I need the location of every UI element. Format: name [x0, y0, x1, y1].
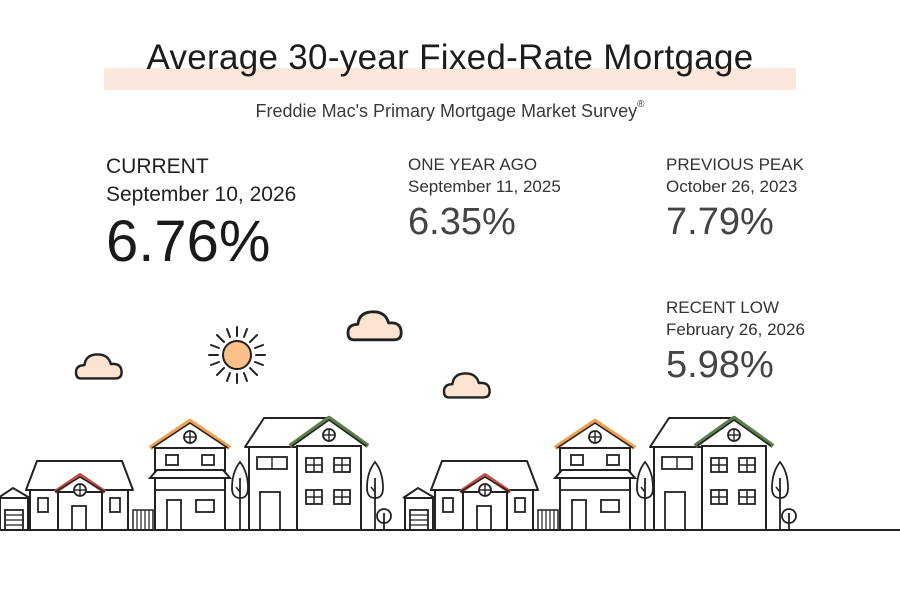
recent-low-date: February 26, 2026 — [666, 320, 805, 339]
previous-peak-value: 7.79% — [666, 201, 774, 243]
previous-peak-block: PREVIOUS PEAK October 26, 2023 7.79% — [666, 154, 804, 244]
cloud-icon — [346, 310, 403, 342]
title-highlight — [104, 68, 796, 90]
one-year-ago-label: ONE YEAR AGO — [408, 155, 538, 174]
page-title: Average 30-year Fixed-Rate Mortgage — [146, 38, 754, 77]
one-year-ago-block: ONE YEAR AGO September 11, 2025 6.35% — [408, 154, 561, 244]
recent-low-block: RECENT LOW February 26, 2026 5.98% — [666, 297, 805, 387]
one-year-ago-value: 6.35% — [408, 201, 516, 243]
page-subtitle: Freddie Mac's Primary Mortgage Market Su… — [0, 99, 900, 122]
current-value: 6.76% — [106, 209, 271, 274]
current-date: September 10, 2026 — [106, 183, 297, 206]
subtitle-text: Freddie Mac's Primary Mortgage Market Su… — [255, 101, 638, 121]
cloud-icon — [442, 372, 491, 399]
previous-peak-label: PREVIOUS PEAK — [666, 155, 804, 174]
title-block: Average 30-year Fixed-Rate Mortgage — [0, 38, 900, 78]
cloud-icon — [74, 353, 123, 380]
registered-mark: ® — [637, 99, 645, 110]
current-rate-block: CURRENT September 10, 2026 6.76% — [106, 153, 296, 275]
current-label: CURRENT — [106, 155, 209, 178]
sun-icon — [208, 326, 266, 384]
one-year-ago-date: September 11, 2025 — [408, 177, 561, 196]
previous-peak-date: October 26, 2023 — [666, 177, 798, 196]
recent-low-label: RECENT LOW — [666, 298, 780, 317]
recent-low-value: 5.98% — [666, 344, 774, 386]
